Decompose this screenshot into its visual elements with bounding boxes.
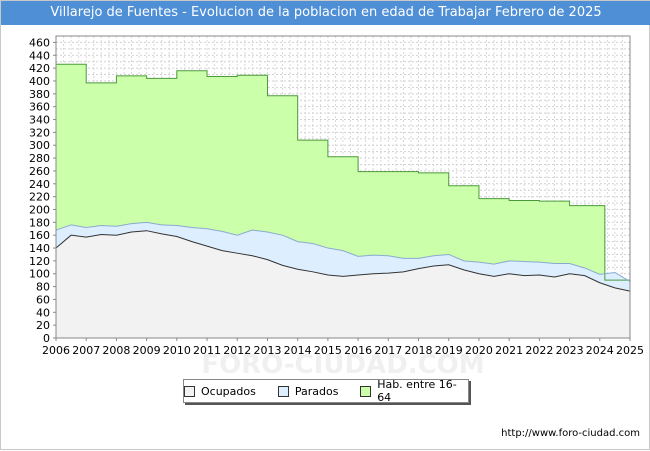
legend-swatch-ocupados <box>184 385 195 397</box>
x-tick-label: 2016 <box>344 344 372 357</box>
line-parados <box>55 221 631 282</box>
line-hab-16-64 <box>56 63 630 281</box>
watermark-text: FORO-CIUDAD.COM <box>201 350 484 380</box>
y-tick-label: 160 <box>29 229 50 242</box>
legend-label-ocupados: Ocupados <box>201 384 256 398</box>
y-tick-label: 280 <box>29 152 50 165</box>
y-tick-label: 40 <box>36 306 50 319</box>
x-tick-label: 2010 <box>163 344 191 357</box>
y-tick-label: 360 <box>29 101 50 114</box>
y-tick-label: 180 <box>29 216 50 229</box>
x-tick-label: 2023 <box>556 344 584 357</box>
y-tick-label: 320 <box>29 126 50 139</box>
series-lines <box>55 63 631 292</box>
x-tick-label: 2020 <box>465 344 493 357</box>
y-tick-label: 200 <box>29 203 50 216</box>
x-tick-label: 2013 <box>253 344 281 357</box>
y-tick-label: 460 <box>29 36 50 49</box>
y-tick-labels: 0204060801001201401601802002202402602803… <box>29 36 50 345</box>
y-tick-label: 0 <box>43 332 50 345</box>
x-tick-label: 2012 <box>223 344 251 357</box>
y-tick-label: 400 <box>29 75 50 88</box>
legend-label-parados: Parados <box>294 384 339 398</box>
y-tick-label: 140 <box>29 242 50 255</box>
y-tick-label: 380 <box>29 88 50 101</box>
chart-title: Villarejo de Fuentes - Evolucion de la p… <box>1 1 650 25</box>
y-tick-label: 440 <box>29 49 50 62</box>
x-tick-label: 2015 <box>314 344 342 357</box>
y-tick-label: 120 <box>29 255 50 268</box>
y-tick-label: 220 <box>29 191 50 204</box>
line-ocupados <box>55 230 631 292</box>
legend-item-ocupados: Ocupados <box>184 385 256 398</box>
area-ocupados <box>56 230 630 338</box>
x-tick-label: 2014 <box>284 344 312 357</box>
x-tick-label: 2022 <box>525 344 553 357</box>
x-tick-label: 2025 <box>616 344 644 357</box>
y-tick-label: 260 <box>29 165 50 178</box>
x-tick-label: 2007 <box>72 344 100 357</box>
x-tick-label: 2019 <box>435 344 463 357</box>
plot-border <box>55 35 631 339</box>
axes <box>53 35 631 341</box>
y-tick-label: 60 <box>36 293 50 306</box>
y-tick-label: 100 <box>29 268 50 281</box>
series-areas: FORO-CIUDAD.COM <box>56 64 630 380</box>
x-tick-label: 2021 <box>495 344 523 357</box>
x-tick-label: 2017 <box>374 344 402 357</box>
y-tick-label: 20 <box>36 319 50 332</box>
x-tick-label: 2018 <box>405 344 433 357</box>
source-url[interactable]: http://www.foro-ciudad.com <box>501 428 640 439</box>
x-tick-label: 2011 <box>193 344 221 357</box>
legend-item-habitantes: Hab. entre 16-64 <box>360 378 468 404</box>
y-tick-label: 80 <box>36 281 50 294</box>
legend-item-parados: Parados <box>277 384 339 398</box>
y-tick-label: 300 <box>29 139 50 152</box>
y-tick-label: 340 <box>29 114 50 127</box>
legend-swatch-habitantes <box>360 385 372 397</box>
y-tick-label: 240 <box>29 178 50 191</box>
y-tick-label: 420 <box>29 62 50 75</box>
x-tick-label: 2009 <box>133 344 161 357</box>
x-tick-labels: 2006 2007 2008 2009 2010 2011 2012 2013 2014 2015… <box>42 344 644 357</box>
legend-label-habitantes: Hab. entre 16-64 <box>377 378 457 404</box>
x-tick-label: 2006 <box>42 344 70 357</box>
legend: Ocupados Parados Hab. entre 16-64 <box>183 378 469 404</box>
x-tick-label: 2008 <box>102 344 130 357</box>
legend-swatch-parados <box>277 385 289 397</box>
x-tick-label: 2024 <box>586 344 614 357</box>
